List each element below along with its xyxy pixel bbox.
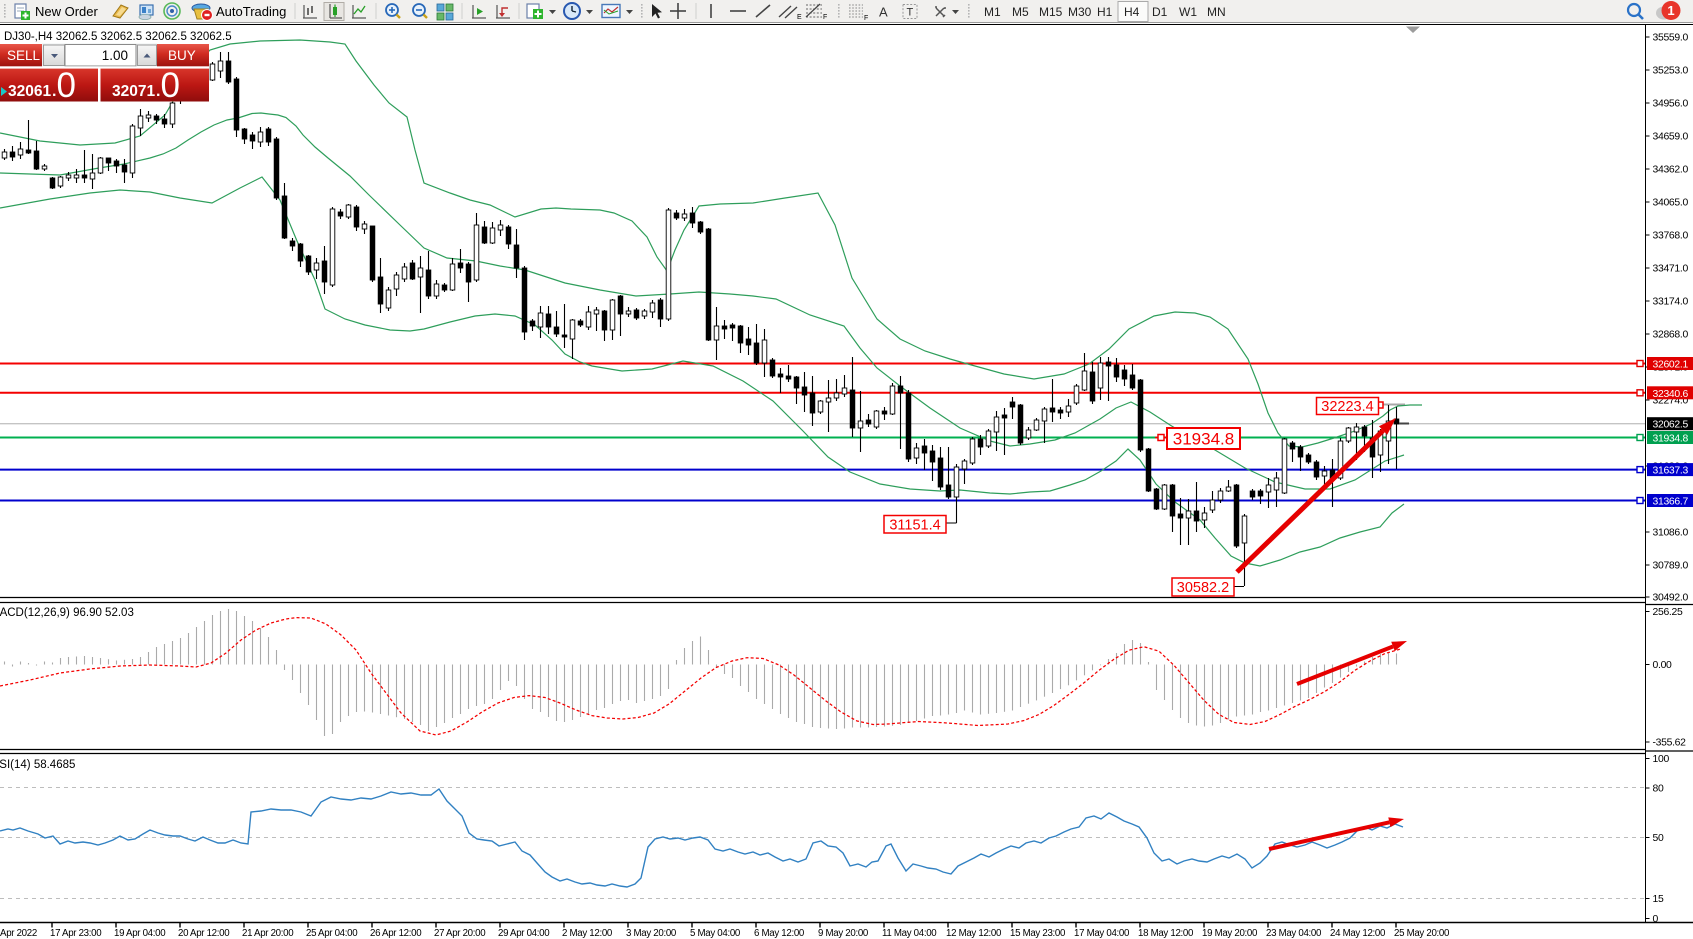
svg-text:34065.0: 34065.0 bbox=[1653, 198, 1689, 209]
svg-text:.: . bbox=[52, 83, 56, 100]
svg-text:0: 0 bbox=[161, 66, 180, 105]
svg-text:50: 50 bbox=[1653, 833, 1664, 844]
svg-text:D1: D1 bbox=[1152, 5, 1168, 19]
svg-text:0.00: 0.00 bbox=[1653, 660, 1673, 671]
svg-text:31934.8: 31934.8 bbox=[1173, 430, 1234, 449]
svg-text:-355.62: -355.62 bbox=[1653, 738, 1687, 749]
svg-text:32340.6: 32340.6 bbox=[1653, 389, 1689, 400]
svg-text:H4: H4 bbox=[1124, 5, 1140, 19]
svg-text:34362.0: 34362.0 bbox=[1653, 165, 1689, 176]
svg-text:1: 1 bbox=[1667, 3, 1674, 18]
svg-text:32061: 32061 bbox=[8, 83, 51, 100]
svg-text:33471.0: 33471.0 bbox=[1653, 264, 1689, 275]
svg-text:New Order: New Order bbox=[35, 4, 99, 19]
svg-text:BUY: BUY bbox=[168, 48, 196, 63]
svg-text:34956.0: 34956.0 bbox=[1653, 99, 1689, 110]
svg-text:M1: M1 bbox=[984, 5, 1001, 19]
svg-text:E: E bbox=[797, 14, 802, 21]
svg-text:25 May 20:00: 25 May 20:00 bbox=[1394, 928, 1450, 939]
svg-text:SELL: SELL bbox=[7, 48, 41, 63]
svg-text:19 Apr 04:00: 19 Apr 04:00 bbox=[114, 928, 166, 939]
svg-text:30789.0: 30789.0 bbox=[1653, 561, 1689, 572]
svg-text:12 May 12:00: 12 May 12:00 bbox=[946, 928, 1002, 939]
svg-text:100: 100 bbox=[1653, 754, 1670, 765]
svg-text:31934.8: 31934.8 bbox=[1653, 434, 1689, 445]
svg-text:256.25: 256.25 bbox=[1653, 607, 1684, 618]
svg-text:24 May 12:00: 24 May 12:00 bbox=[1330, 928, 1386, 939]
svg-text:19 May 20:00: 19 May 20:00 bbox=[1202, 928, 1258, 939]
svg-text:F: F bbox=[864, 15, 868, 22]
svg-text:T: T bbox=[907, 7, 914, 19]
svg-text:30582.2: 30582.2 bbox=[1177, 580, 1229, 596]
svg-text:15 May 23:00: 15 May 23:00 bbox=[1010, 928, 1066, 939]
svg-text:0: 0 bbox=[57, 66, 76, 105]
svg-text:25 Apr 04:00: 25 Apr 04:00 bbox=[306, 928, 358, 939]
svg-text:33768.0: 33768.0 bbox=[1653, 231, 1689, 242]
svg-text:W1: W1 bbox=[1179, 5, 1197, 19]
svg-text:31151.4: 31151.4 bbox=[889, 517, 940, 533]
svg-text:35253.0: 35253.0 bbox=[1653, 66, 1689, 77]
svg-text:MN: MN bbox=[1207, 5, 1226, 19]
svg-text:35559.0: 35559.0 bbox=[1653, 33, 1689, 44]
svg-text:F: F bbox=[823, 14, 827, 21]
svg-text:A: A bbox=[879, 5, 888, 20]
svg-text:2 May 12:00: 2 May 12:00 bbox=[562, 928, 613, 939]
svg-text:31637.3: 31637.3 bbox=[1653, 466, 1689, 477]
svg-text:80: 80 bbox=[1653, 784, 1664, 795]
svg-text:M15: M15 bbox=[1039, 5, 1063, 19]
svg-text:29 Apr 04:00: 29 Apr 04:00 bbox=[498, 928, 550, 939]
svg-text:15: 15 bbox=[1653, 894, 1664, 905]
svg-text:32868.0: 32868.0 bbox=[1653, 330, 1689, 341]
svg-text:M30: M30 bbox=[1068, 5, 1092, 19]
svg-text:26 Apr 12:00: 26 Apr 12:00 bbox=[370, 928, 422, 939]
svg-text:3 May 20:00: 3 May 20:00 bbox=[626, 928, 677, 939]
svg-text:27 Apr 20:00: 27 Apr 20:00 bbox=[434, 928, 486, 939]
svg-text:31086.0: 31086.0 bbox=[1653, 528, 1689, 539]
svg-text:1.00: 1.00 bbox=[102, 48, 128, 63]
svg-text:32602.1: 32602.1 bbox=[1653, 360, 1689, 371]
svg-text:17 Apr 23:00: 17 Apr 23:00 bbox=[50, 928, 102, 939]
svg-text:32062.5: 32062.5 bbox=[1653, 420, 1689, 431]
svg-text:31366.7: 31366.7 bbox=[1653, 497, 1689, 508]
svg-text:MACD(12,26,9) 96.90 52.03: MACD(12,26,9) 96.90 52.03 bbox=[0, 607, 134, 619]
svg-text:17 May 04:00: 17 May 04:00 bbox=[1074, 928, 1130, 939]
svg-text:RSI(14) 58.4685: RSI(14) 58.4685 bbox=[0, 759, 75, 771]
svg-text:23 May 04:00: 23 May 04:00 bbox=[1266, 928, 1322, 939]
svg-text:9 May 20:00: 9 May 20:00 bbox=[818, 928, 869, 939]
svg-text:5 May 04:00: 5 May 04:00 bbox=[690, 928, 741, 939]
svg-text:M5: M5 bbox=[1012, 5, 1029, 19]
svg-text:6 May 12:00: 6 May 12:00 bbox=[754, 928, 805, 939]
svg-text:33174.0: 33174.0 bbox=[1653, 297, 1689, 308]
svg-text:34659.0: 34659.0 bbox=[1653, 132, 1689, 143]
svg-text:0: 0 bbox=[1653, 914, 1659, 925]
svg-text:30492.0: 30492.0 bbox=[1653, 593, 1689, 604]
svg-text:H1: H1 bbox=[1097, 5, 1113, 19]
svg-text:DJ30-,H4 32062.5 32062.5 3206: DJ30-,H4 32062.5 32062.5 32062.5 32062.5 bbox=[4, 31, 232, 43]
svg-text:.: . bbox=[156, 83, 160, 100]
svg-text:32223.4: 32223.4 bbox=[1321, 399, 1373, 415]
svg-text:21 Apr 20:00: 21 Apr 20:00 bbox=[242, 928, 294, 939]
svg-text:32274.0: 32274.0 bbox=[1653, 396, 1689, 407]
svg-text:AutoTrading: AutoTrading bbox=[216, 4, 286, 19]
svg-text:15 Apr 2022: 15 Apr 2022 bbox=[0, 928, 37, 939]
svg-text:18 May 12:00: 18 May 12:00 bbox=[1138, 928, 1194, 939]
svg-text:32071: 32071 bbox=[112, 83, 155, 100]
svg-text:11 May 04:00: 11 May 04:00 bbox=[882, 928, 937, 939]
svg-text:20 Apr 12:00: 20 Apr 12:00 bbox=[178, 928, 230, 939]
